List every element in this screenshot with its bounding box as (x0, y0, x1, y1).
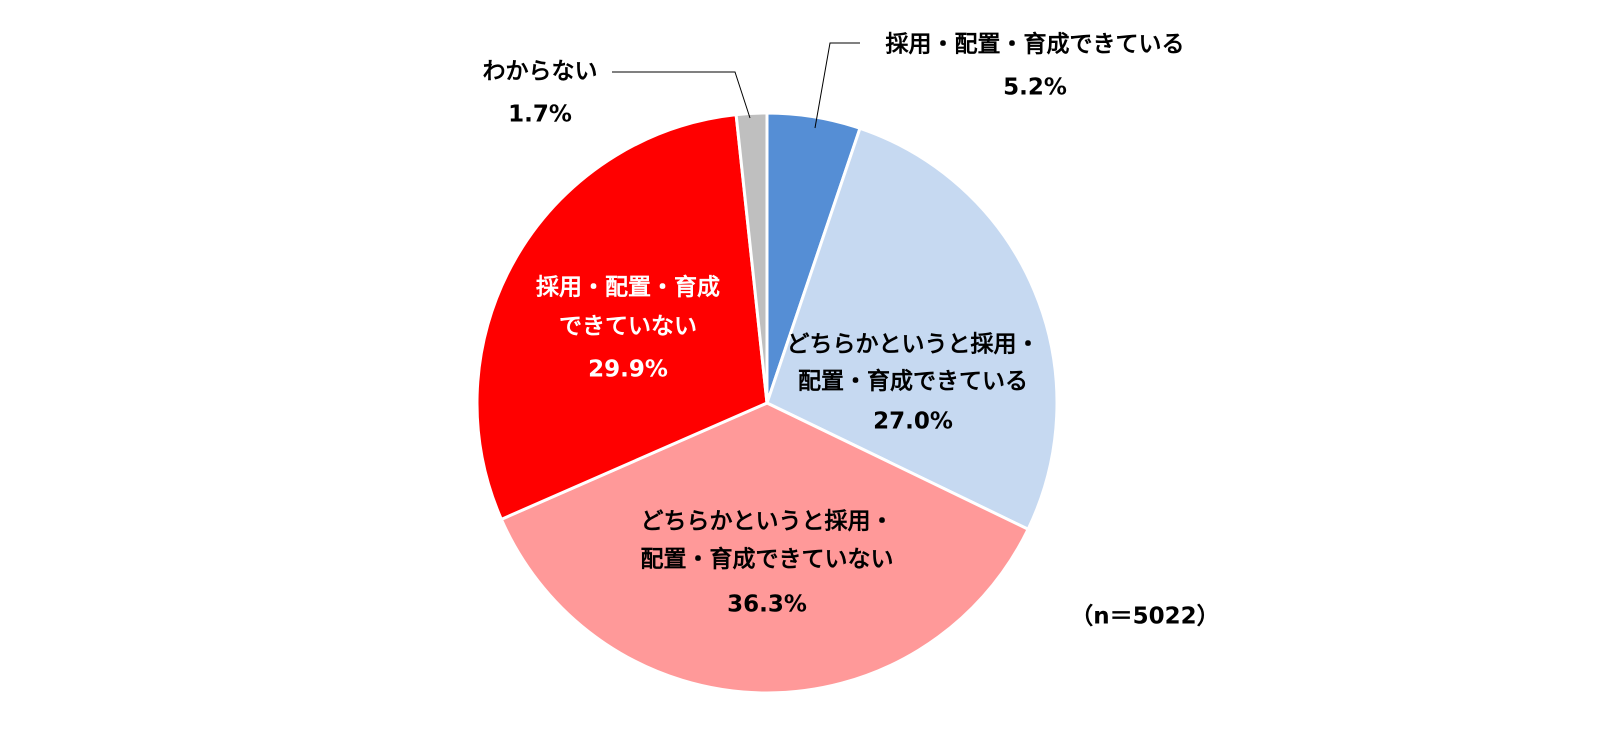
pie-slice (499, 401, 1031, 695)
value-label: 29.9% (588, 357, 668, 383)
leader-line (814, 42, 860, 129)
value-label: 5.2% (1003, 75, 1067, 101)
value-label: 1.7% (508, 102, 572, 128)
value-label: 27.0% (873, 409, 953, 435)
value-label: 36.3% (727, 592, 807, 618)
pie-slice (765, 126, 1059, 532)
slice-label: 採用・配置・育成できている (886, 31, 1185, 58)
slice-label: 配置・育成できていない (641, 546, 894, 573)
sample-note: （n＝5022） (1070, 603, 1219, 630)
pie-slice (475, 112, 769, 522)
slice-label: どちらかというと採用・ (787, 332, 1040, 358)
slice-label: できていない (559, 314, 697, 340)
slice-label: わからない (483, 59, 598, 85)
slice-label: どちらかというと採用・ (641, 509, 894, 535)
slice-label: 配置・育成できている (798, 368, 1028, 395)
pie-slice (734, 111, 769, 404)
slice-label: 採用・配置・育成 (536, 274, 720, 301)
leader-line (612, 71, 751, 119)
